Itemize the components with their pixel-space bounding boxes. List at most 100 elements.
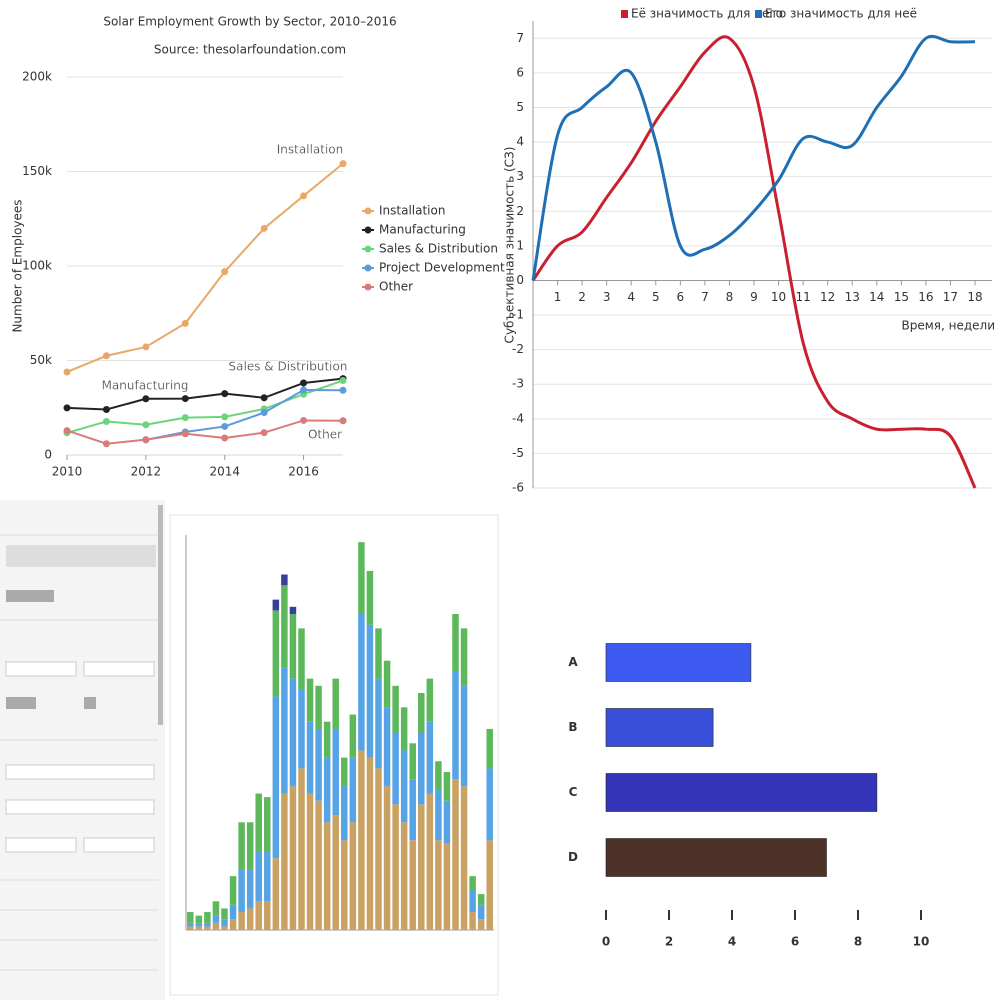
x-tick-label: 2 [665,935,673,949]
bar-segment [366,624,374,758]
data-point [102,352,110,360]
button [6,590,54,602]
y-tick-label: 3 [516,169,524,183]
data-point [142,395,150,403]
panel-dividers [0,534,158,971]
bar-segment [366,570,374,625]
y-tick-label: 0 [516,273,524,287]
bar-segment [435,840,442,930]
data-point [102,440,110,448]
bar-segment [229,904,237,920]
bar-segment [443,800,451,844]
bar-segment [281,667,288,794]
select-box [83,837,155,853]
bar-segment [281,585,288,668]
series-line [66,377,344,411]
bar-segment [272,696,280,859]
series-line [66,379,344,434]
legend-label: Её значимость для него [631,7,783,21]
y-tick-label: 50k [30,353,52,367]
bar-segment [452,614,459,672]
bar-segment [246,822,254,869]
bar-segment [187,926,194,930]
bar-segment [238,822,245,869]
bar-segment [358,542,365,614]
bar [605,643,752,682]
x-tick-label: 17 [943,290,958,304]
data-point [102,406,110,414]
y-tick-label: 5 [516,100,524,114]
legend-label: Его значимость для неё [765,7,917,21]
bar-segment [323,757,331,823]
x-tick-label: 8 [854,935,862,949]
legend-marker [364,245,372,253]
bar-segment [426,678,434,722]
bar-segment [289,678,297,787]
bar-segment [341,757,348,787]
data-point [181,414,189,422]
bar-segment [469,876,476,891]
bar-segment [349,714,357,758]
bar-segment [400,707,408,751]
x-tick-label: 2010 [52,465,83,479]
y-tick-label: 200k [22,70,52,84]
bar [605,773,878,812]
chart-subtitle: Source: thesolarfoundation.com [154,43,346,57]
bar-segment [452,671,459,780]
bar-segment [383,707,391,787]
bar-segment [204,922,211,927]
bar-segment [306,793,314,930]
bar-segment [281,793,288,930]
y-tick-label: 2 [516,204,524,218]
y-axis-title: Number of Employees [11,199,25,332]
x-tick-label: 6 [677,290,685,304]
bar-segment [392,732,399,805]
legend-marker [364,226,372,234]
x-tick-label: 1 [554,290,562,304]
bar-segment [187,912,194,923]
series-label: Sales & Distribution [229,360,348,374]
bar-segment [375,678,382,769]
data-point [63,368,71,376]
bar-segment [289,606,297,614]
scrollbar [158,505,163,725]
data-point [181,395,189,403]
bar-segment [221,926,228,930]
bar-segment [264,797,271,851]
x-tick-label: 12 [820,290,835,304]
button [6,697,36,709]
legend-label: Project Development [379,261,505,275]
category-label: C [569,785,578,799]
data-point [300,386,308,394]
bar-segment [332,815,339,930]
y-tick-label: 4 [516,135,524,149]
x-tick-label: 11 [795,290,810,304]
bar-segment [315,800,322,930]
x-tick-label: 4 [728,935,736,949]
y-tick-label: -3 [512,377,524,391]
bar-segment [409,743,416,780]
series-line [531,34,976,281]
bar-segment [229,919,237,930]
bar-segment [238,868,245,913]
bar-segment [298,628,305,690]
data-point [142,343,150,351]
bar-segment [272,610,280,697]
bar-segment [246,908,254,930]
x-tick-label: 4 [627,290,635,304]
legend-marker [621,10,628,18]
x-tick-label: 2012 [131,465,162,479]
x-tick-label: 2014 [209,465,240,479]
y-tick-label: 150k [22,164,52,178]
bar-segment [298,768,305,930]
bar-segment [246,868,254,909]
series-line [145,388,344,441]
button [84,697,96,709]
bar-segment [469,890,476,913]
bar-segment [452,779,459,930]
bar-segment [323,721,331,758]
y-tick-label: -5 [512,446,524,460]
data-point [221,422,229,430]
bar-segment [221,919,228,927]
bar-segment [306,678,314,722]
